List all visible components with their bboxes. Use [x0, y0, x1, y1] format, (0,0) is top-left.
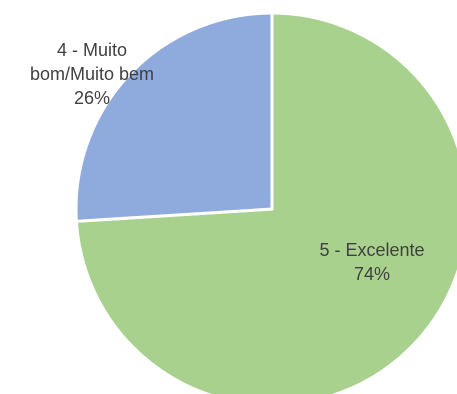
- labels-layer: 5 - Excelente 74% 4 - Muito bom/Muito bem 26…: [30, 40, 425, 284]
- data-label-0-line-1: 74%: [354, 264, 390, 284]
- slices-layer: [74, 11, 457, 394]
- data-label-1-line-1: bom/Muito bem: [30, 64, 154, 84]
- pie-slice-1: [74, 11, 274, 223]
- data-label-1: 4 - Muito bom/Muito bem 26%: [30, 40, 154, 108]
- data-label-0-line-0: 5 - Excelente: [319, 240, 424, 260]
- data-label-0: 5 - Excelente 74%: [319, 240, 424, 284]
- data-label-1-line-2: 26%: [74, 88, 110, 108]
- data-label-1-line-0: 4 - Muito: [57, 40, 127, 60]
- pie-slice-0: [74, 11, 457, 394]
